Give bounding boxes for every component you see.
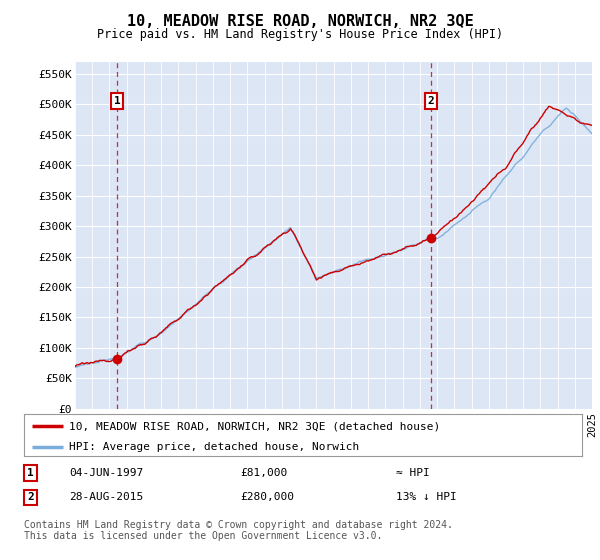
Text: Price paid vs. HM Land Registry's House Price Index (HPI): Price paid vs. HM Land Registry's House …: [97, 28, 503, 41]
Text: HPI: Average price, detached house, Norwich: HPI: Average price, detached house, Norw…: [68, 442, 359, 452]
Text: 04-JUN-1997: 04-JUN-1997: [69, 468, 143, 478]
Text: 1: 1: [113, 96, 120, 106]
Text: 13% ↓ HPI: 13% ↓ HPI: [396, 492, 457, 502]
Text: 10, MEADOW RISE ROAD, NORWICH, NR2 3QE (detached house): 10, MEADOW RISE ROAD, NORWICH, NR2 3QE (…: [68, 421, 440, 431]
Text: 2: 2: [27, 492, 34, 502]
Text: Contains HM Land Registry data © Crown copyright and database right 2024.
This d: Contains HM Land Registry data © Crown c…: [24, 520, 453, 542]
Text: £280,000: £280,000: [240, 492, 294, 502]
Text: 2: 2: [428, 96, 434, 106]
Text: 10, MEADOW RISE ROAD, NORWICH, NR2 3QE: 10, MEADOW RISE ROAD, NORWICH, NR2 3QE: [127, 14, 473, 29]
Text: ≈ HPI: ≈ HPI: [396, 468, 430, 478]
Text: £81,000: £81,000: [240, 468, 287, 478]
Text: 1: 1: [27, 468, 34, 478]
Text: 28-AUG-2015: 28-AUG-2015: [69, 492, 143, 502]
